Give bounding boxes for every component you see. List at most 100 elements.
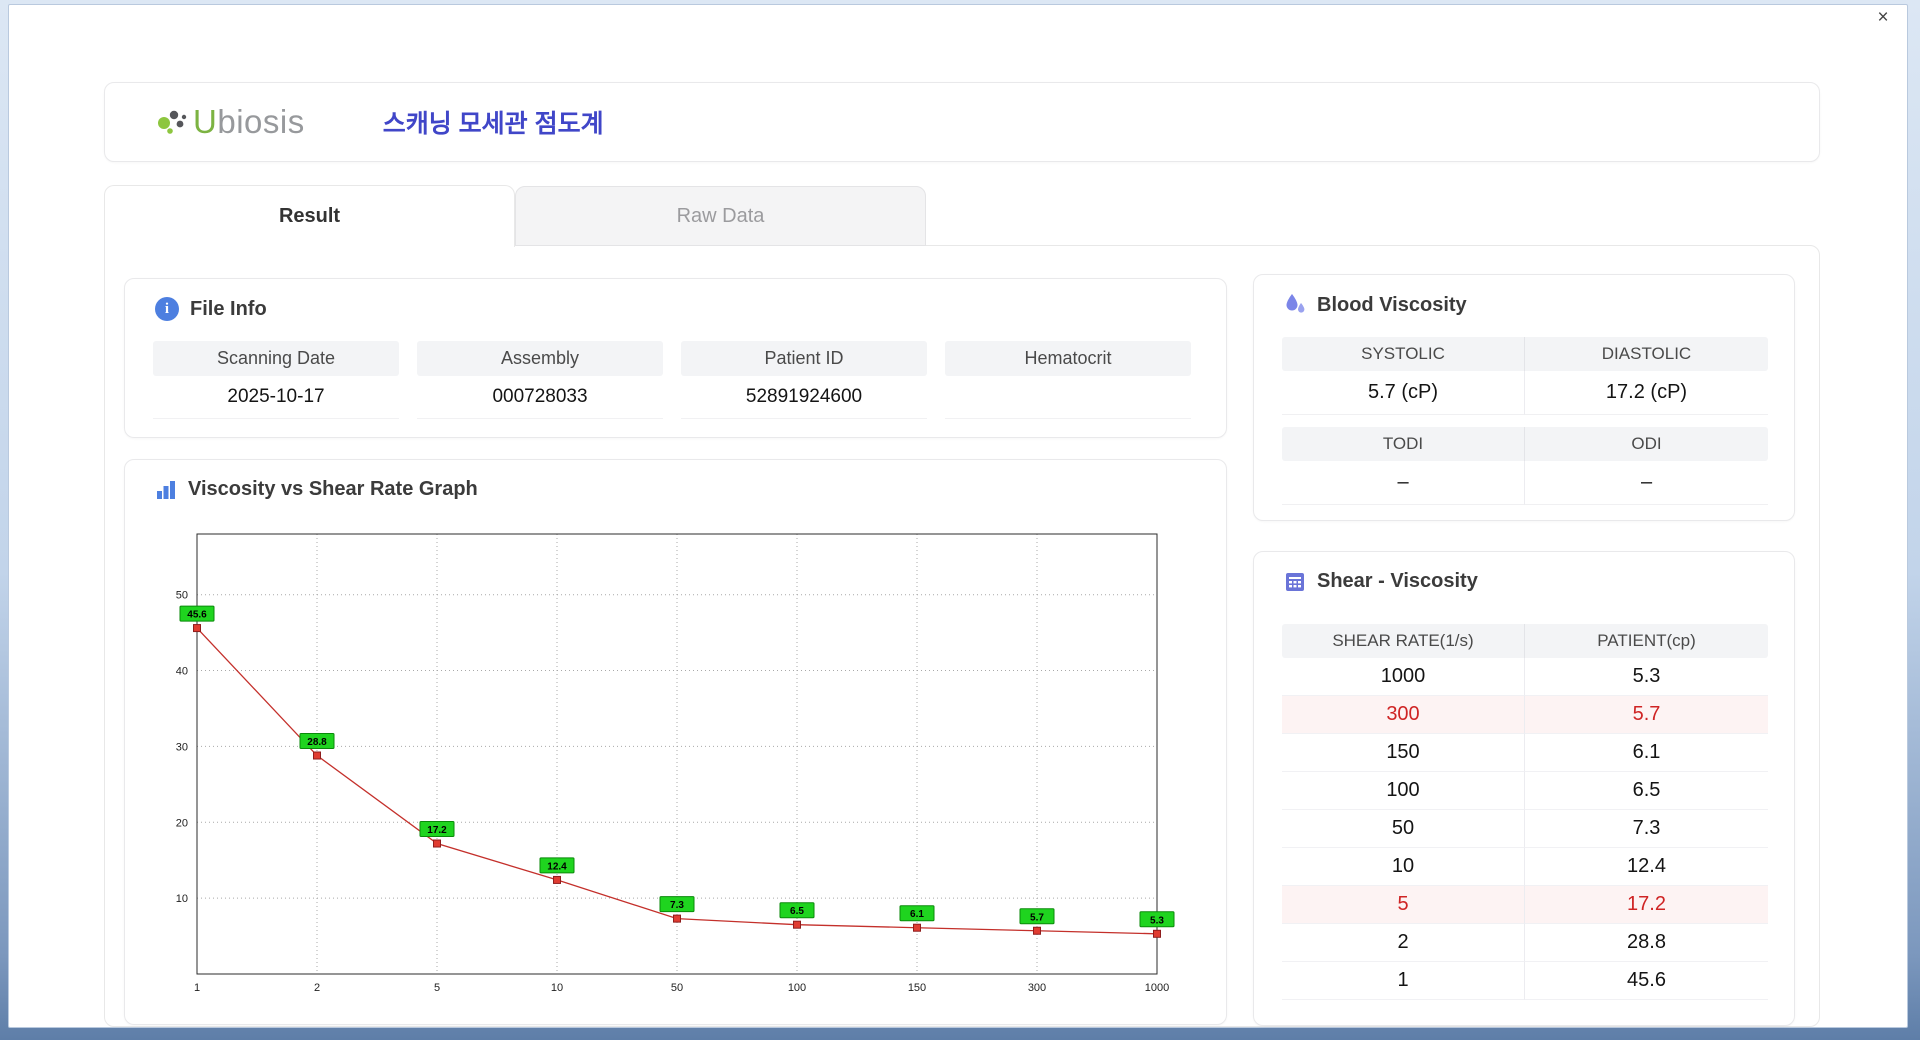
shear-rate-value: 10 [1282, 848, 1525, 886]
svg-text:5.3: 5.3 [1150, 915, 1164, 926]
patient-viscosity-value: 12.4 [1525, 848, 1768, 886]
odi-label: ODI [1525, 427, 1768, 461]
odi-value: – [1525, 461, 1768, 505]
field-label: Assembly [417, 341, 663, 376]
svg-text:300: 300 [1028, 982, 1046, 994]
svg-text:12.4: 12.4 [547, 861, 567, 872]
patient-viscosity-value: 17.2 [1525, 886, 1768, 924]
shear-viscosity-title-text: Shear - Viscosity [1317, 570, 1478, 592]
point-label [899, 905, 935, 922]
patient-viscosity-value: 5.3 [1525, 658, 1768, 696]
data-point [1153, 929, 1161, 938]
point-label [179, 605, 215, 622]
point-label [1139, 911, 1175, 928]
page-title: 스캐닝 모세관 점도계 [382, 110, 604, 138]
field-value: 2025-10-17 [153, 376, 399, 419]
svg-text:2: 2 [314, 982, 320, 994]
svg-text:30: 30 [176, 741, 188, 753]
blood-viscosity-title-text: Blood Viscosity [1317, 293, 1467, 316]
data-point [793, 920, 801, 929]
file-info-card: i File Info Scanning Date 2025-10-17 Ass… [124, 278, 1227, 438]
shear-rate-value: 300 [1282, 696, 1525, 734]
tab-raw-data[interactable]: Raw Data [515, 186, 926, 246]
patient-viscosity-value: 7.3 [1525, 810, 1768, 848]
header-card: Ubiosis 스캐닝 모세관 점도계 [104, 82, 1820, 162]
ubiosis-logo: Ubiosis [153, 103, 305, 141]
field-patient-id: Patient ID 52891924600 [681, 341, 927, 419]
viscosity-chart: 10 20 30 40 50 1 2 5 10 50 100 150 300 1000 45.6 28.8 17… [137, 512, 1197, 1024]
patient-viscosity-value: 6.5 [1525, 772, 1768, 810]
graph-card: Viscosity vs Shear Rate Graph 10 20 30 40 50… [124, 459, 1227, 1025]
field-label: Scanning Date [153, 341, 399, 376]
table-grid-icon [1284, 571, 1306, 593]
systolic-label: SYSTOLIC [1282, 337, 1525, 371]
shear-table-body: 1000 5.3 300 5.7 150 6.1 100 6.5 50 7.3 10 12.4 5 17.… [1282, 658, 1768, 1000]
data-point [913, 923, 921, 932]
bv-header-row-2: TODI ODI [1282, 427, 1768, 461]
graph-title-text: Viscosity vs Shear Rate Graph [188, 478, 478, 500]
field-label: Hematocrit [945, 341, 1191, 376]
field-label: Patient ID [681, 341, 927, 376]
data-point [433, 839, 441, 848]
svg-text:17.2: 17.2 [427, 825, 447, 836]
svg-text:45.6: 45.6 [187, 610, 207, 621]
app-window: × Ubiosis 스캐닝 모세관 점도계 Result Raw Data i … [8, 4, 1908, 1028]
shear-rate-value: 150 [1282, 734, 1525, 772]
patient-viscosity-value: 45.6 [1525, 962, 1768, 1000]
shear-rate-value: 2 [1282, 924, 1525, 962]
svg-text:6.1: 6.1 [910, 909, 924, 920]
svg-text:100: 100 [788, 982, 806, 994]
shear-table-header: SHEAR RATE(1/s) PATIENT(cp) [1282, 624, 1768, 658]
logo-text: Ubiosis [193, 103, 305, 140]
result-panel: i File Info Scanning Date 2025-10-17 Ass… [104, 245, 1820, 1027]
point-label [659, 896, 695, 913]
info-icon: i [155, 297, 179, 321]
svg-text:1: 1 [194, 982, 200, 994]
todi-value: – [1282, 461, 1525, 505]
svg-text:20: 20 [176, 817, 188, 829]
shear-rate-value: 100 [1282, 772, 1525, 810]
close-button[interactable]: × [1869, 5, 1897, 31]
table-row: 150 6.1 [1282, 734, 1768, 772]
svg-text:7.3: 7.3 [670, 900, 684, 911]
bar-chart-icon [155, 479, 177, 501]
point-label [779, 902, 815, 919]
svg-text:10: 10 [551, 982, 563, 994]
table-row: 2 28.8 [1282, 924, 1768, 962]
table-row: 5 17.2 [1282, 886, 1768, 924]
table-row: 1 45.6 [1282, 962, 1768, 1000]
field-value: 52891924600 [681, 376, 927, 419]
logo-dots-icon [158, 110, 187, 134]
bv-value-row-2: – – [1282, 461, 1768, 505]
droplet-icon [1284, 293, 1306, 317]
patient-column-header: PATIENT(cp) [1525, 624, 1768, 658]
file-info-fields: Scanning Date 2025-10-17 Assembly 000728… [153, 341, 1191, 419]
file-info-title-text: File Info [190, 297, 267, 320]
svg-text:10: 10 [176, 893, 188, 905]
patient-viscosity-value: 5.7 [1525, 696, 1768, 734]
point-label [539, 857, 575, 874]
todi-label: TODI [1282, 427, 1525, 461]
shear-viscosity-card: Shear - Viscosity SHEAR RATE(1/s) PATIEN… [1253, 551, 1795, 1026]
systolic-value: 5.7 (cP) [1282, 371, 1525, 415]
shear-rate-value: 50 [1282, 810, 1525, 848]
patient-viscosity-value: 28.8 [1525, 924, 1768, 962]
svg-text:40: 40 [176, 666, 188, 678]
data-line [196, 627, 1158, 935]
bv-header-row-1: SYSTOLIC DIASTOLIC [1282, 337, 1768, 371]
point-label [1019, 908, 1055, 925]
data-point [553, 875, 561, 884]
diastolic-value: 17.2 (cP) [1525, 371, 1768, 415]
tab-result[interactable]: Result [104, 185, 515, 247]
field-hematocrit: Hematocrit [945, 341, 1191, 419]
shear-rate-column-header: SHEAR RATE(1/s) [1282, 624, 1525, 658]
svg-text:5: 5 [434, 982, 440, 994]
data-point [313, 751, 321, 760]
svg-text:28.8: 28.8 [307, 737, 327, 748]
viscosity-chart-svg: 10 20 30 40 50 1 2 5 10 50 100 150 300 1000 45.6 28.8 17… [176, 533, 1175, 994]
data-point [1033, 926, 1041, 935]
table-row: 100 6.5 [1282, 772, 1768, 810]
svg-text:150: 150 [908, 982, 926, 994]
table-row: 10 12.4 [1282, 848, 1768, 886]
graph-title: Viscosity vs Shear Rate Graph [155, 478, 478, 501]
